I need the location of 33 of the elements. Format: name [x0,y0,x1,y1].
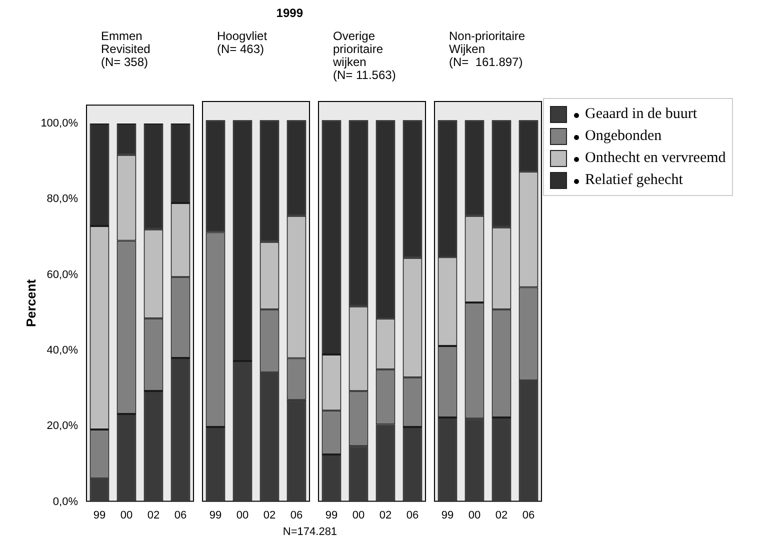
chart-title: 1999 [276,6,303,20]
y-tick-label: 80,0% [46,193,78,206]
legend-label: Onthecht en vervreemd [585,150,726,166]
y-tick-label: 40,0% [46,344,78,357]
y-tick-label: 0,0% [52,496,78,508]
legend-label: Geaard in de buurt [585,106,698,122]
x-tick-label: 06 [522,509,535,522]
x-tick-label: 00 [468,509,481,522]
x-tick-label: 02 [263,509,276,522]
chart-subtitle: Non-prioritaire Wijken (N= 161.897) [449,29,526,69]
text: N=174.281 [282,526,338,538]
x-tick-label: 06 [290,509,303,522]
x-tick-label: 99 [441,509,454,522]
chart-subtitle: Overige prioritaire wijken (N= 11.563) [333,29,396,82]
x-tick-label: 06 [406,509,419,522]
y-tick-label: 60,0% [46,268,78,281]
legend-label: Relatief gehecht [585,172,683,188]
x-tick-label: 06 [174,509,187,522]
x-tick-label: 00 [120,509,133,522]
x-tick-label: 00 [352,509,365,522]
y-tick-label: 20,0% [46,420,78,432]
x-tick-label: 02 [147,509,160,522]
x-tick-label: 99 [209,509,222,522]
chart-subtitle: Hoogvliet (N= 463) [217,29,268,56]
y-tick-label: 100,0% [40,118,78,130]
chart-subtitle: Emmen Revisited (N= 358) [101,29,150,69]
y-axis-title: Percent [23,278,38,328]
x-tick-label: 02 [495,509,508,522]
legend-label: Ongebonden [585,128,662,144]
x-tick-label: 02 [379,509,392,522]
x-tick-label: 00 [236,509,249,522]
x-tick-label: 99 [93,509,106,522]
x-tick-label: 99 [325,509,338,522]
